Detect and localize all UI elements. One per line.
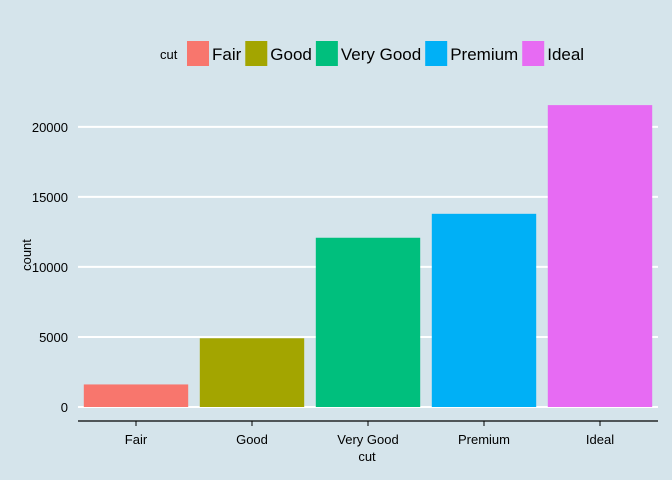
legend-key bbox=[315, 41, 338, 66]
legend-label: Premium bbox=[450, 45, 518, 64]
axes: 0 5000 10000 15000 20000 Fair Good Very Good Pre… bbox=[32, 120, 658, 447]
legend-title: cut bbox=[160, 47, 178, 62]
x-tick-label: Good bbox=[236, 432, 268, 447]
legend: cut Fair Good Very Good Premium Ideal bbox=[160, 41, 584, 66]
y-tick-label: 15000 bbox=[32, 190, 68, 205]
bar-very-good bbox=[315, 237, 421, 407]
x-tick-label: Fair bbox=[125, 432, 148, 447]
y-axis-title: count bbox=[19, 239, 34, 271]
y-tick-label: 20000 bbox=[32, 120, 68, 135]
legend-label: Good bbox=[270, 45, 312, 64]
x-tick-label: Premium bbox=[458, 432, 510, 447]
bar-fair bbox=[83, 384, 189, 407]
legend-label: Very Good bbox=[341, 45, 421, 64]
bars bbox=[83, 105, 653, 407]
y-tick-label: 5000 bbox=[39, 330, 68, 345]
legend-key bbox=[245, 41, 268, 66]
legend-label: Fair bbox=[212, 45, 242, 64]
bar-good bbox=[199, 338, 305, 407]
x-axis-title: cut bbox=[358, 449, 376, 464]
bar-ideal bbox=[547, 105, 653, 407]
legend-key bbox=[522, 41, 545, 66]
legend-key bbox=[187, 41, 209, 66]
y-tick-label: 0 bbox=[61, 400, 68, 415]
bar-premium bbox=[431, 213, 537, 407]
legend-label: Ideal bbox=[547, 45, 584, 64]
x-tick-label: Very Good bbox=[337, 432, 398, 447]
x-tick-label: Ideal bbox=[586, 432, 614, 447]
y-tick-label: 10000 bbox=[32, 260, 68, 275]
legend-key bbox=[425, 41, 448, 66]
